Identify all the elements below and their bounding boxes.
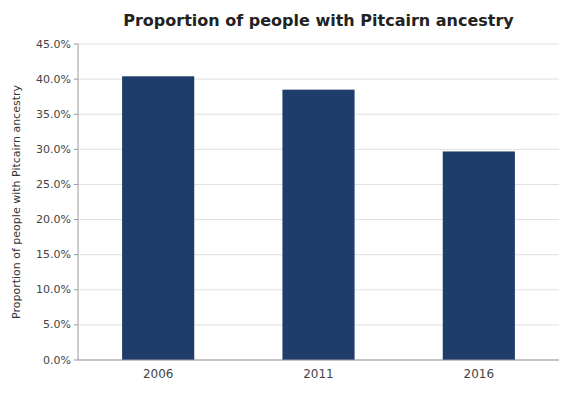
y-tick-label: 30.0% — [36, 143, 71, 156]
bar — [443, 151, 515, 360]
bars — [122, 76, 515, 360]
y-tick — [74, 289, 78, 290]
y-axis: 0.0% 5.0% 10.0% 15.0% 20.0% 25.0% 30.0% 35.0% 40… — [36, 38, 78, 367]
y-tick — [74, 149, 78, 150]
grid — [78, 44, 559, 360]
x-tick-label: 2016 — [464, 367, 495, 381]
x-axis-line — [78, 360, 559, 361]
x-tick-label: 2011 — [303, 367, 334, 381]
y-tick — [74, 79, 78, 80]
x-axis: 2006 2011 2016 — [78, 360, 559, 381]
bar — [282, 90, 354, 360]
y-tick — [74, 360, 78, 361]
y-tick-label: 45.0% — [36, 38, 71, 51]
y-tick — [74, 254, 78, 255]
grid-line — [78, 44, 559, 45]
y-tick-label: 15.0% — [36, 248, 71, 261]
y-tick-label: 20.0% — [36, 213, 71, 226]
y-axis-line — [78, 44, 79, 360]
y-axis-label: Proportion of people with Pitcairn ances… — [10, 85, 23, 319]
y-tick-label: 5.0% — [43, 318, 71, 331]
y-tick-label: 25.0% — [36, 178, 71, 191]
y-tick — [74, 219, 78, 220]
bar — [122, 76, 194, 360]
chart-container: Proportion of people with Pitcairn ances… — [0, 0, 579, 396]
y-tick-label: 40.0% — [36, 73, 71, 86]
y-tick-label: 35.0% — [36, 108, 71, 121]
y-tick — [74, 184, 78, 185]
y-tick-label: 10.0% — [36, 283, 71, 296]
y-tick — [74, 114, 78, 115]
y-tick — [74, 324, 78, 325]
chart: Proportion of people with Pitcairn ances… — [0, 0, 579, 396]
grid-line — [78, 360, 559, 361]
y-tick-label: 0.0% — [43, 354, 71, 367]
x-tick-label: 2006 — [143, 367, 174, 381]
title: Proportion of people with Pitcairn ances… — [123, 11, 514, 30]
y-tick — [74, 44, 78, 45]
